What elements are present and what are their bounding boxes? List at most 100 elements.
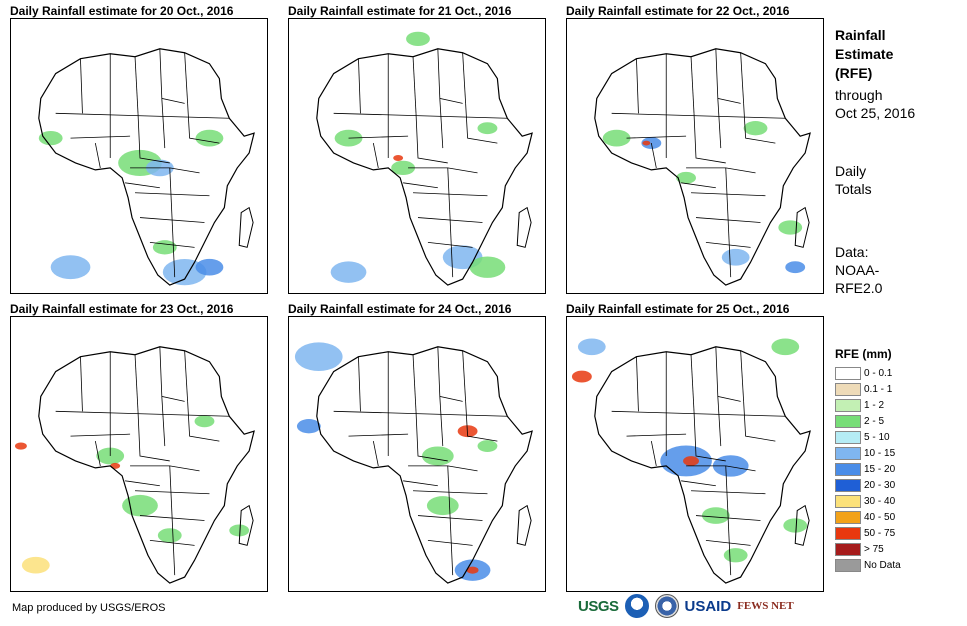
- country-border: [681, 480, 716, 487]
- country-border: [427, 241, 473, 248]
- legend: 0 - 0.1 0.1 - 1 1 - 2 2 - 5 5 - 10 10 - 15 15 …: [835, 366, 901, 574]
- country-border: [447, 167, 454, 278]
- rainfall-area: [771, 338, 800, 356]
- country-border: [650, 441, 657, 466]
- country-border: [427, 539, 473, 546]
- legend-item: > 75: [835, 542, 901, 557]
- country-border: [465, 103, 498, 144]
- legend-label: 50 - 75: [864, 528, 896, 539]
- country-border: [725, 167, 732, 278]
- country-border: [693, 411, 726, 462]
- country-border: [55, 410, 230, 417]
- country-border: [626, 135, 687, 139]
- rainfall-area: [110, 462, 121, 469]
- madagascar-outline: [516, 504, 532, 546]
- continent-outline: [316, 48, 533, 286]
- totals-line: Totals: [835, 181, 872, 197]
- country-border: [125, 480, 160, 487]
- legend-item: 15 - 20: [835, 462, 901, 477]
- country-border: [705, 241, 751, 248]
- rainfall-area: [162, 259, 207, 286]
- rainfall-area: [426, 496, 459, 516]
- country-border: [415, 411, 448, 462]
- through-label: through: [835, 87, 883, 103]
- country-border: [626, 433, 687, 437]
- legend-swatch: [835, 447, 861, 460]
- legend-swatch: [835, 559, 861, 572]
- rainfall-area: [157, 528, 182, 543]
- rainfall-area: [194, 415, 215, 428]
- country-border: [94, 441, 101, 466]
- legend-swatch: [835, 527, 861, 540]
- rainfall-area: [393, 155, 404, 161]
- africa-map: [571, 338, 811, 584]
- rainfall-area: [571, 370, 592, 383]
- legend-item: 20 - 30: [835, 478, 901, 493]
- legend-item: 0 - 0.1: [835, 366, 901, 381]
- rainfall-area: [743, 121, 768, 136]
- side-title-line: Estimate: [835, 46, 894, 62]
- country-border: [169, 167, 176, 278]
- country-border: [358, 356, 361, 412]
- country-border: [135, 490, 210, 495]
- country-border: [135, 192, 210, 197]
- continent-outline: [594, 48, 811, 286]
- legend-title: RFE (mm): [835, 347, 892, 361]
- rainfall-area: [296, 419, 321, 434]
- country-border: [725, 465, 732, 576]
- country-border: [636, 58, 639, 114]
- legend-label: 40 - 50: [864, 512, 896, 523]
- panel-title: Daily Rainfall estimate for 24 Oct., 201…: [288, 302, 512, 316]
- panel-title: Daily Rainfall estimate for 21 Oct., 201…: [288, 4, 512, 18]
- legend-label: 15 - 20: [864, 464, 896, 475]
- country-border: [161, 98, 166, 149]
- usaid-seal-icon: [654, 594, 679, 618]
- rainfall-map: [566, 316, 824, 592]
- country-border: [462, 350, 467, 402]
- through-value: Oct 25, 2016: [835, 105, 916, 121]
- country-border: [94, 143, 101, 168]
- country-border: [169, 465, 176, 576]
- legend-swatch: [835, 511, 861, 524]
- country-border: [70, 135, 131, 139]
- rainfall-area: [195, 129, 224, 147]
- legend-item: 5 - 10: [835, 430, 901, 445]
- legend-swatch: [835, 543, 861, 556]
- rainfall-map: [288, 316, 546, 592]
- rainfall-area: [778, 220, 803, 235]
- country-border: [690, 354, 695, 412]
- panel-title: Daily Rainfall estimate for 22 Oct., 201…: [566, 4, 790, 18]
- country-border: [413, 192, 488, 197]
- rainfall-area: [50, 255, 91, 280]
- madagascar-outline: [794, 504, 810, 546]
- madagascar-outline: [238, 206, 254, 248]
- rainfall-area: [14, 442, 27, 450]
- country-border: [439, 98, 444, 149]
- legend-item: 1 - 2: [835, 398, 901, 413]
- legend-label: 20 - 30: [864, 480, 896, 491]
- country-border: [80, 356, 83, 412]
- country-border: [650, 143, 657, 168]
- through-date: through Oct 25, 2016: [835, 86, 915, 122]
- country-border: [743, 401, 776, 442]
- legend-label: 2 - 5: [864, 416, 885, 427]
- madagascar-outline: [238, 504, 254, 546]
- data-source-line: RFE2.0: [835, 280, 883, 296]
- country-border: [137, 113, 170, 164]
- rainfall-area: [785, 261, 806, 274]
- madagascar-outline: [794, 206, 810, 248]
- panel-title: Daily Rainfall estimate for 20 Oct., 201…: [10, 4, 234, 18]
- legend-label: No Data: [864, 560, 901, 571]
- country-border: [130, 465, 200, 472]
- country-border: [415, 113, 448, 164]
- legend-item: 40 - 50: [835, 510, 901, 525]
- country-border: [717, 98, 722, 149]
- legend-item: 0.1 - 1: [835, 382, 901, 397]
- usaid-logo: USAID: [684, 597, 732, 615]
- continent-outline: [316, 346, 533, 584]
- country-border: [743, 103, 776, 144]
- panel-title: Daily Rainfall estimate for 23 Oct., 201…: [10, 302, 234, 316]
- legend-swatch: [835, 479, 861, 492]
- legend-swatch: [835, 463, 861, 476]
- noaa-logo-icon: [624, 594, 649, 618]
